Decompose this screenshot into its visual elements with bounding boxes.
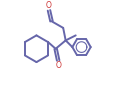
Text: O: O: [45, 1, 51, 10]
Text: O: O: [55, 61, 61, 70]
